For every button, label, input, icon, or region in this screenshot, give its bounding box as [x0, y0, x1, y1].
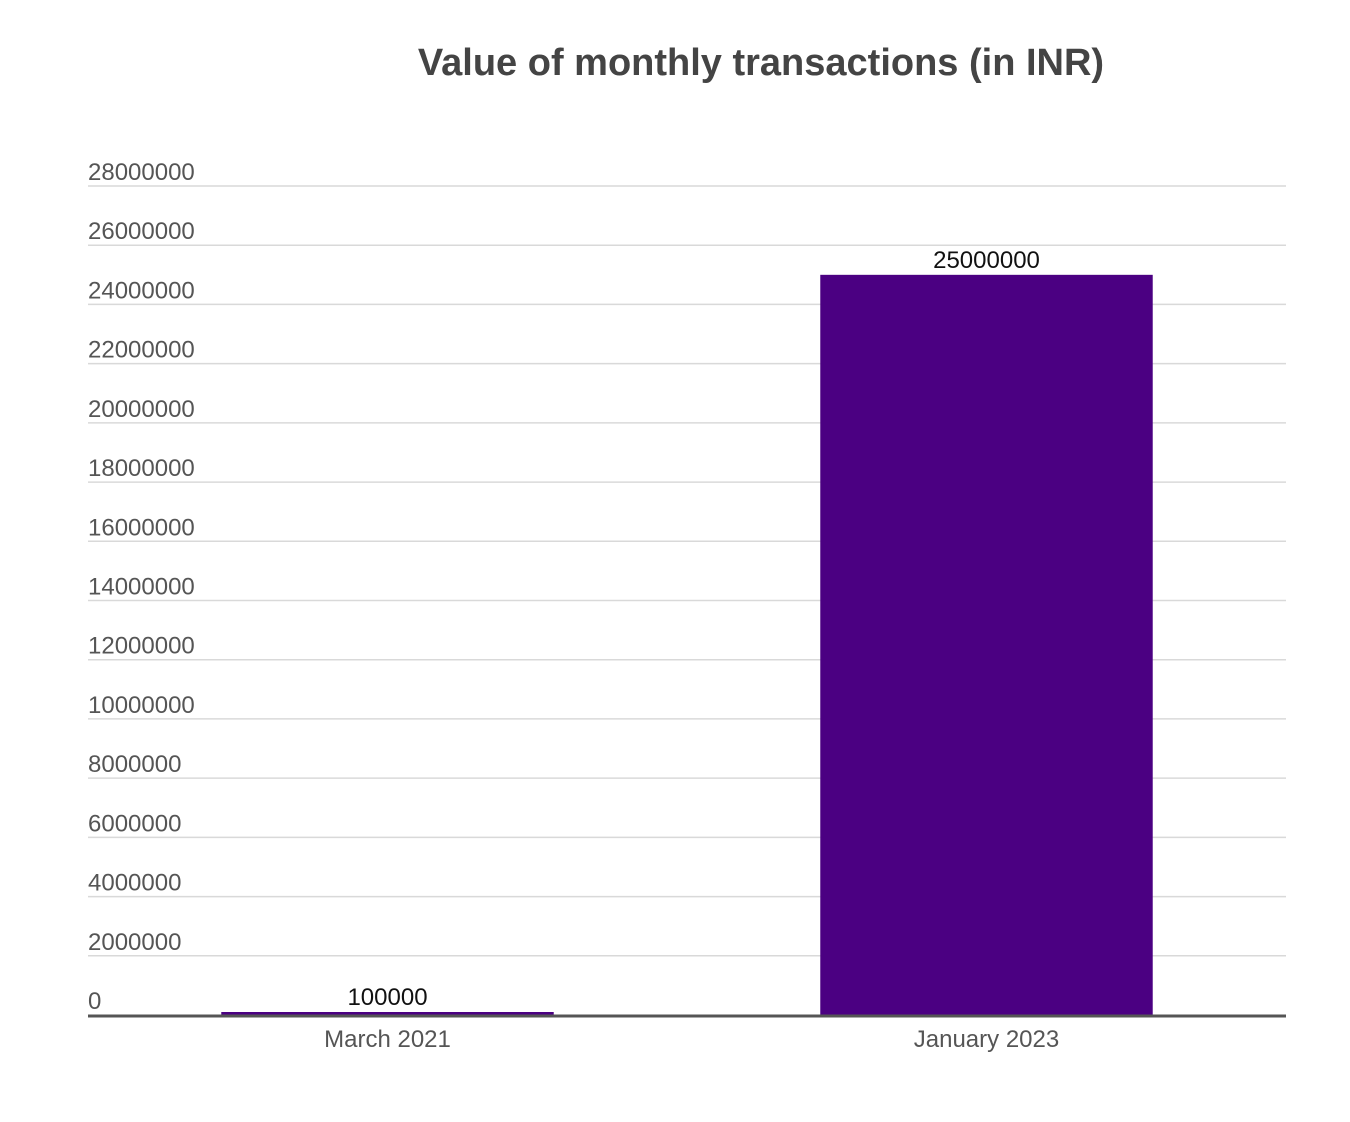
bar: [820, 274, 1153, 1016]
y-tick-label: 6000000: [88, 810, 181, 837]
bar-data-label: 100000: [347, 984, 427, 1011]
y-tick-label: 8000000: [88, 751, 181, 778]
bar-data-label: 25000000: [933, 247, 1040, 274]
y-tick-label: 28000000: [88, 159, 195, 186]
y-tick-label: 22000000: [88, 337, 195, 364]
y-tick-label: 20000000: [88, 396, 195, 423]
y-tick-label: 4000000: [88, 870, 181, 897]
y-tick-label: 2000000: [88, 929, 181, 956]
y-tick-label: 10000000: [88, 692, 195, 719]
y-tick-label: 14000000: [88, 574, 195, 601]
x-category-label: January 2023: [914, 1026, 1059, 1053]
bar: [221, 1012, 554, 1015]
y-tick-label: 16000000: [88, 514, 195, 541]
y-tick-label: 26000000: [88, 218, 195, 245]
chart-title: Value of monthly transactions (in INR): [417, 42, 1105, 84]
y-tick-label: 18000000: [88, 455, 195, 482]
y-tick-label: 12000000: [88, 633, 195, 660]
y-tick-label: 24000000: [88, 277, 195, 304]
x-category-label: March 2021: [324, 1026, 451, 1053]
y-tick-label: 0: [88, 988, 101, 1015]
